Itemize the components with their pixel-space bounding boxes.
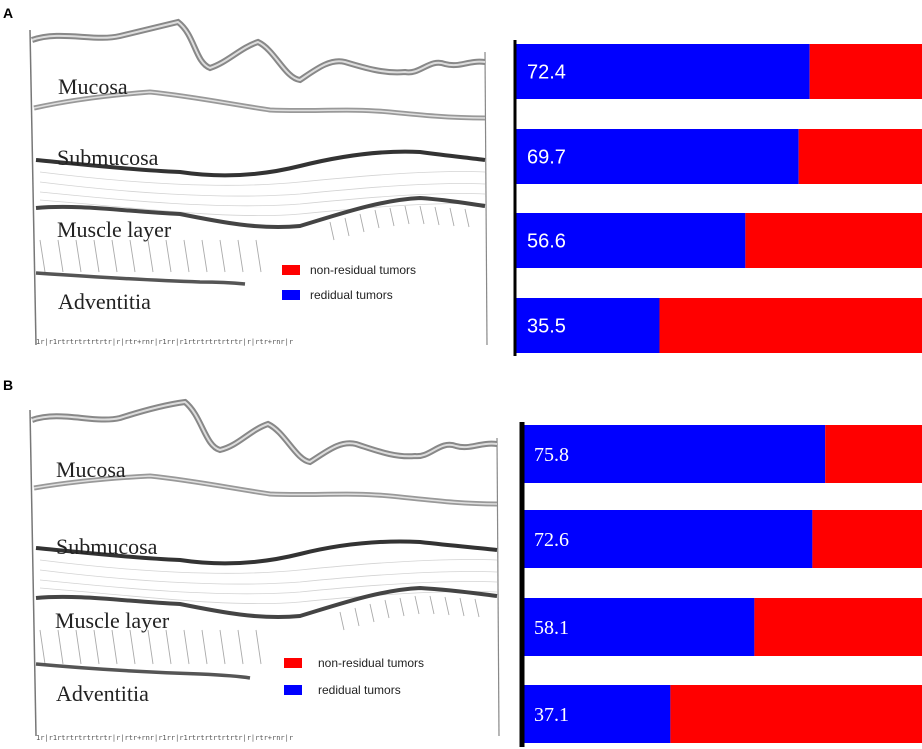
panel-a-label: A	[3, 5, 13, 21]
submucosa-fibers	[39, 171, 486, 217]
bar-residual-3	[515, 298, 660, 353]
bar-data-label-1: 69.7	[527, 147, 566, 169]
layer-label-submucosa: Submucosa	[56, 534, 158, 559]
ruler-a: 1r|r1rtrtrtrtrtrtr|r|rtr+rnr|r1rr|r1rtrt…	[36, 338, 293, 346]
bar-data-label-0: 75.8	[534, 444, 569, 466]
mucosa-surface-highlight	[31, 400, 498, 464]
ruler-b: 1r|r1rtrtrtrtrtrtr|r|rtr+rnr|r1rr|r1rtrt…	[36, 734, 293, 742]
muscle-layer-line	[35, 195, 486, 230]
bar-non-residual-3	[659, 298, 922, 353]
bar-residual-2	[522, 598, 755, 656]
bar-non-residual-2	[754, 598, 922, 656]
bar-residual-0	[522, 425, 826, 483]
legend-swatch-non-residual	[282, 265, 300, 275]
layer-label-adventitia: Adventitia	[56, 681, 149, 706]
layer-label-adventitia: Adventitia	[58, 289, 151, 314]
panel-a-legend: non-residual tumors redidual tumors	[282, 263, 416, 302]
bar-data-label-0: 72.4	[527, 62, 566, 84]
panel-b-label: B	[3, 377, 13, 393]
bar-non-residual-0	[825, 425, 922, 483]
adventitia-line	[35, 271, 246, 286]
illustration-right-border	[496, 437, 500, 737]
bar-data-label-2: 56.6	[527, 231, 566, 253]
adventitia-line	[35, 662, 251, 680]
panel-b: B	[3, 377, 922, 747]
bar-residual-0	[515, 44, 810, 99]
bar-residual-1	[515, 129, 799, 184]
bar-residual-3	[522, 685, 671, 743]
layer-label-muscle-layer: Muscle layer	[57, 217, 172, 242]
bar-data-label-2: 58.1	[534, 617, 569, 639]
legend-label-non-residual: non-residual tumors	[310, 263, 416, 277]
panel-b-illustration: 1r|r1rtrtrtrtrtrtr|r|rtr+rnr|r1rr|r1rtrt…	[29, 398, 500, 742]
bar-non-residual-0	[809, 44, 922, 99]
bar-non-residual-3	[670, 685, 922, 743]
legend-label-non-residual: non-residual tumors	[318, 656, 424, 670]
illustration-left-border	[29, 29, 37, 346]
mucosa-surface-highlight	[31, 20, 486, 82]
bar-non-residual-1	[812, 510, 922, 568]
layer-label-mucosa: Mucosa	[56, 457, 126, 482]
bar-data-label-3: 37.1	[534, 704, 569, 726]
panel-a-illustration: 1r|r1rtrtrtrtrtrtr|r|rtr+rnr|r1rr|r1rtrt…	[29, 18, 488, 346]
layer-label-mucosa: Mucosa	[58, 74, 128, 99]
panel-a-bar-chart: 72.4 69.7 56.6 35.5	[513, 40, 922, 356]
bar-residual-2	[515, 213, 746, 268]
bar-data-label-3: 35.5	[527, 316, 566, 338]
submucosa-fibers	[39, 559, 498, 605]
illustration-right-border	[484, 51, 488, 346]
legend-label-residual: redidual tumors	[310, 288, 393, 302]
submucosa-line	[35, 149, 486, 178]
layer-label-muscle-layer: Muscle layer	[55, 608, 170, 633]
mucosa-base-highlight	[33, 91, 486, 119]
bar-non-residual-2	[745, 213, 922, 268]
legend-label-residual: redidual tumors	[318, 683, 401, 697]
muscle-layer-line	[35, 585, 498, 620]
muscle-hatching	[39, 595, 480, 665]
submucosa-line	[35, 539, 498, 566]
muscle-hatching	[39, 205, 470, 273]
panel-b-legend: non-residual tumors redidual tumors	[284, 656, 424, 697]
legend-swatch-residual	[284, 685, 302, 695]
illustration-left-border	[29, 409, 37, 737]
panel-b-bar-chart: 75.8 72.6 58.1 37.1	[519, 422, 922, 747]
bar-non-residual-1	[798, 129, 922, 184]
panel-a: A	[3, 5, 922, 356]
layer-label-submucosa: Submucosa	[57, 145, 159, 170]
mucosa-base-highlight	[33, 475, 498, 505]
legend-swatch-residual	[282, 290, 300, 300]
bar-residual-1	[522, 510, 813, 568]
bar-data-label-1: 72.6	[534, 529, 569, 551]
legend-swatch-non-residual	[284, 658, 302, 668]
